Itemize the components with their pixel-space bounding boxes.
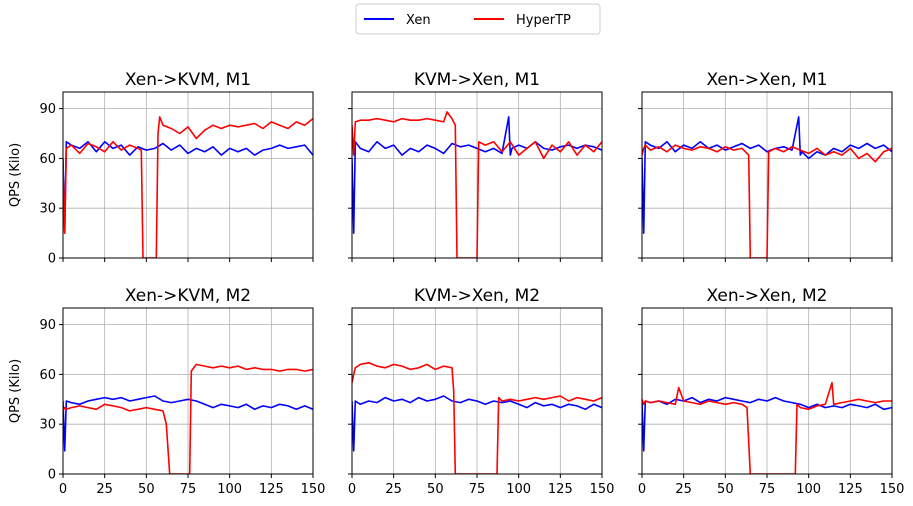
x-tick-label: 25 bbox=[96, 482, 113, 497]
y-axis-label: QPS (Kilo) bbox=[8, 143, 23, 207]
x-tick-label: 125 bbox=[548, 482, 573, 497]
x-tick-label: 150 bbox=[301, 482, 326, 497]
series-line-xen bbox=[63, 395, 313, 452]
y-tick-label: 30 bbox=[39, 202, 56, 217]
legend-label-hypertp: HyperTP bbox=[516, 13, 571, 28]
y-tick-label: 0 bbox=[48, 468, 56, 483]
x-tick-label: 125 bbox=[259, 482, 284, 497]
x-tick-label: 0 bbox=[638, 482, 646, 497]
series-line-hypertp bbox=[63, 363, 313, 474]
x-tick-label: 0 bbox=[348, 482, 356, 497]
x-tick-label: 50 bbox=[717, 482, 734, 497]
panel-xen-kvm-m2: 0 25 50 75 100 125 150 0 30 60 90 Xen->KVM, M2 QPS (… bbox=[8, 286, 325, 497]
legend-label-xen: Xen bbox=[406, 13, 431, 28]
y-tick-label: 90 bbox=[39, 318, 56, 333]
y-tick-label: 0 bbox=[48, 252, 56, 267]
legend: Xen HyperTP bbox=[355, 3, 601, 35]
series-line-xen bbox=[352, 116, 602, 234]
x-tick-label: 50 bbox=[138, 482, 155, 497]
x-tick-label: 50 bbox=[427, 482, 444, 497]
series-line-xen bbox=[352, 395, 602, 452]
x-tick-label: 100 bbox=[506, 482, 531, 497]
x-tick-label: 25 bbox=[675, 482, 692, 497]
y-tick-label: 60 bbox=[39, 152, 56, 167]
x-tick-label: 150 bbox=[880, 482, 905, 497]
panel-kvm-xen-m2: 0 25 50 75 100 125 150 KVM->Xen, M2 bbox=[348, 286, 615, 497]
panel-xen-xen-m2: 0 25 50 75 100 125 150 Xen->Xen, M2 bbox=[638, 286, 905, 497]
series-line-hypertp bbox=[352, 111, 602, 258]
panel-title: Xen->Xen, M2 bbox=[707, 286, 828, 306]
series-line-xen bbox=[642, 116, 892, 234]
panel-xen-kvm-m1: 0 30 60 90 Xen->KVM, M1 QPS (Kilo) bbox=[8, 70, 314, 267]
y-tick-label: 30 bbox=[39, 418, 56, 433]
series-line-hypertp bbox=[352, 361, 602, 474]
x-tick-label: 75 bbox=[469, 482, 486, 497]
x-tick-label: 75 bbox=[180, 482, 197, 497]
x-tick-label: 0 bbox=[59, 482, 67, 497]
panel-title: KVM->Xen, M1 bbox=[414, 70, 540, 90]
x-tick-label: 125 bbox=[838, 482, 863, 497]
panel-title: Xen->KVM, M2 bbox=[125, 286, 251, 306]
series-line-hypertp bbox=[642, 381, 892, 474]
y-axis-label: QPS (Kilo) bbox=[8, 359, 23, 423]
x-tick-label: 75 bbox=[759, 482, 776, 497]
panel-title: Xen->KVM, M1 bbox=[125, 70, 251, 90]
y-tick-label: 60 bbox=[39, 368, 56, 383]
panel-title: Xen->Xen, M1 bbox=[707, 70, 828, 90]
x-tick-label: 100 bbox=[217, 482, 242, 497]
panel-kvm-xen-m1: KVM->Xen, M1 bbox=[348, 70, 603, 262]
x-tick-label: 100 bbox=[796, 482, 821, 497]
x-tick-label: 150 bbox=[590, 482, 615, 497]
series-line-hypertp bbox=[63, 116, 313, 258]
panel-xen-xen-m1: Xen->Xen, M1 bbox=[638, 70, 893, 262]
panel-title: KVM->Xen, M2 bbox=[414, 286, 540, 306]
y-tick-label: 90 bbox=[39, 102, 56, 117]
series-line-hypertp bbox=[642, 144, 892, 258]
x-tick-label: 25 bbox=[385, 482, 402, 497]
